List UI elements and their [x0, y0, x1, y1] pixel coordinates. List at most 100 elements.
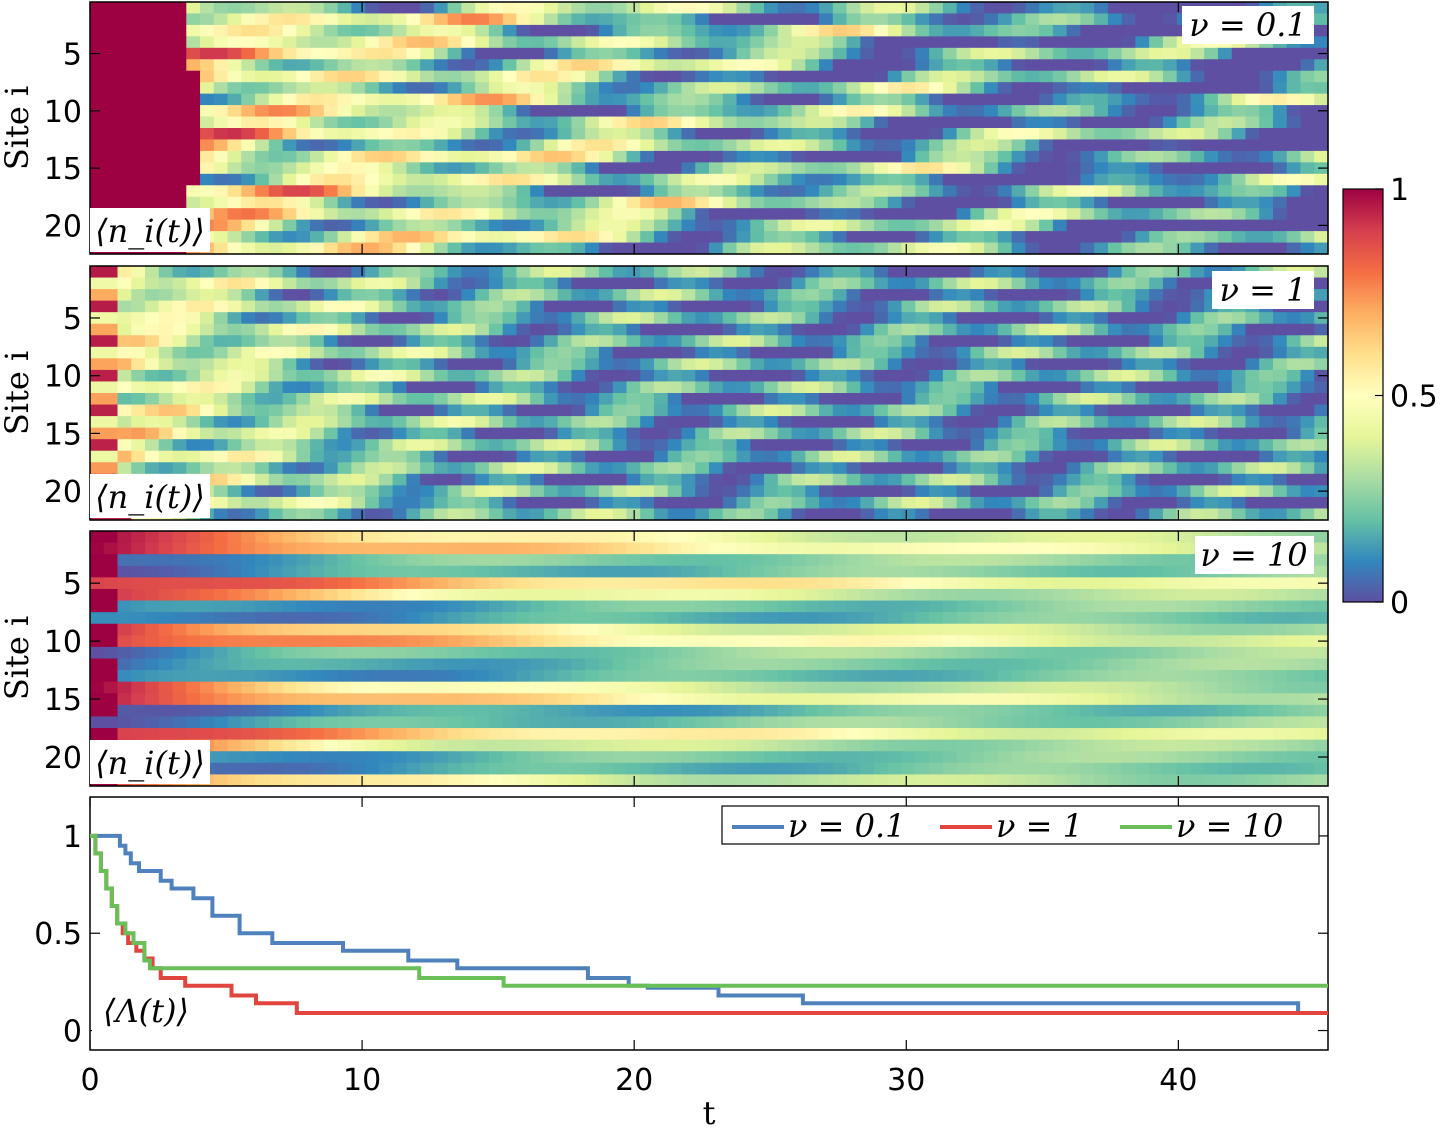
heatmap-cell	[296, 450, 311, 463]
heatmap-cell	[929, 635, 944, 648]
heatmap-cell	[200, 323, 215, 336]
heatmap-cell	[323, 623, 339, 636]
heatmap-cell	[1204, 462, 1219, 475]
heatmap-cell	[323, 289, 339, 302]
heatmap-cell	[667, 646, 683, 660]
heatmap-cell	[736, 13, 751, 26]
heatmap-cell	[819, 588, 834, 602]
heatmap-cell	[145, 565, 160, 578]
heatmap-cell	[131, 277, 146, 290]
heatmap-cell	[846, 208, 861, 221]
heatmap-cell	[392, 554, 407, 567]
heatmap-cell	[791, 369, 806, 383]
heatmap-cell	[255, 36, 270, 49]
heatmap-cell	[1245, 612, 1260, 625]
heatmap-cell	[722, 346, 738, 359]
heatmap-cell	[502, 485, 518, 498]
heatmap-cell	[970, 600, 985, 613]
heatmap-cell	[282, 242, 297, 255]
heatmap-cell	[241, 393, 256, 406]
heatmap-cell	[296, 565, 311, 578]
heatmap-cell	[103, 59, 119, 72]
heatmap-cell	[90, 323, 105, 336]
heatmap-cell	[915, 105, 930, 118]
heatmap-cell	[447, 208, 462, 221]
heatmap-cell	[268, 82, 284, 95]
heatmap-cell	[640, 635, 655, 648]
heatmap-cell	[681, 300, 696, 313]
heatmap-cell	[598, 404, 614, 417]
heatmap-cell	[172, 450, 187, 463]
heatmap-cell	[984, 565, 999, 578]
heatmap-cell	[337, 300, 352, 313]
heatmap-cell	[667, 208, 683, 221]
heatmap-cell	[901, 59, 916, 72]
heatmap-cell	[805, 473, 820, 486]
heatmap-cell	[365, 24, 380, 37]
heatmap-cell	[1025, 24, 1040, 37]
heatmap-cell	[777, 554, 793, 567]
heatmap-cell	[1204, 450, 1219, 463]
heatmap-cell	[557, 577, 573, 590]
heatmap-cell	[351, 542, 366, 555]
heatmap-cell	[626, 577, 641, 590]
heatmap-cell	[956, 105, 971, 118]
heatmap-cell	[1107, 404, 1123, 417]
heatmap-cell	[1314, 565, 1329, 578]
heatmap-cell	[1286, 242, 1302, 255]
heatmap-cell	[1300, 231, 1315, 244]
heatmap-cell	[860, 266, 875, 279]
heatmap-cell	[268, 358, 284, 371]
heatmap-cell	[117, 185, 132, 198]
heatmap-cell	[984, 450, 999, 463]
heatmap-cell	[653, 231, 669, 244]
heatmap-cell	[1231, 496, 1247, 510]
heatmap-cell	[956, 242, 971, 255]
heatmap-cell	[557, 554, 573, 567]
heatmap-cell	[777, 162, 793, 175]
heatmap-cell	[461, 185, 476, 198]
heatmap-cell	[722, 128, 738, 141]
heatmap-cell	[626, 185, 641, 198]
heatmap-cell	[901, 427, 916, 440]
heatmap-cell	[970, 59, 985, 72]
heatmap-cell	[337, 116, 352, 129]
heatmap-cell	[832, 2, 848, 15]
heatmap-cell	[598, 289, 614, 302]
heatmap-cell	[378, 427, 394, 440]
heatmap-cell	[1314, 24, 1329, 37]
heatmap-cell	[1217, 588, 1233, 602]
heatmap-cell	[310, 369, 325, 383]
heatmap-cell	[942, 93, 958, 106]
heatmap-cell	[475, 185, 490, 198]
heatmap-cell	[502, 93, 518, 106]
heatmap-cell	[640, 600, 655, 613]
heatmap-cell	[874, 531, 889, 544]
heatmap-cell	[255, 24, 270, 37]
heatmap-cell	[997, 450, 1013, 463]
heatmap-cell	[145, 612, 160, 625]
heatmap-cell	[310, 542, 325, 555]
heatmap-cell	[461, 70, 476, 83]
heatmap-cell	[1149, 612, 1164, 625]
heatmap-cell	[736, 485, 751, 498]
heatmap-cell	[929, 404, 944, 417]
heatmap-cell	[351, 231, 366, 244]
heatmap-cell	[365, 219, 380, 232]
heatmap-cell	[640, 2, 655, 15]
heatmap-cell	[158, 105, 174, 118]
heatmap-cell	[750, 473, 765, 486]
heatmap-cell	[241, 24, 256, 37]
heatmap-cell	[337, 139, 352, 152]
heatmap-cell	[447, 623, 462, 636]
heatmap-cell	[337, 623, 352, 636]
heatmap-cell	[956, 346, 971, 359]
heatmap-cell	[186, 346, 201, 359]
heatmap-cell	[764, 231, 779, 244]
heatmap-cell	[1039, 588, 1054, 602]
heatmap-cell	[832, 542, 848, 555]
heatmap-cell	[1162, 427, 1178, 440]
heatmap-cell	[1121, 173, 1137, 186]
heatmap-cell	[970, 93, 985, 106]
heatmap-cell	[860, 635, 875, 648]
